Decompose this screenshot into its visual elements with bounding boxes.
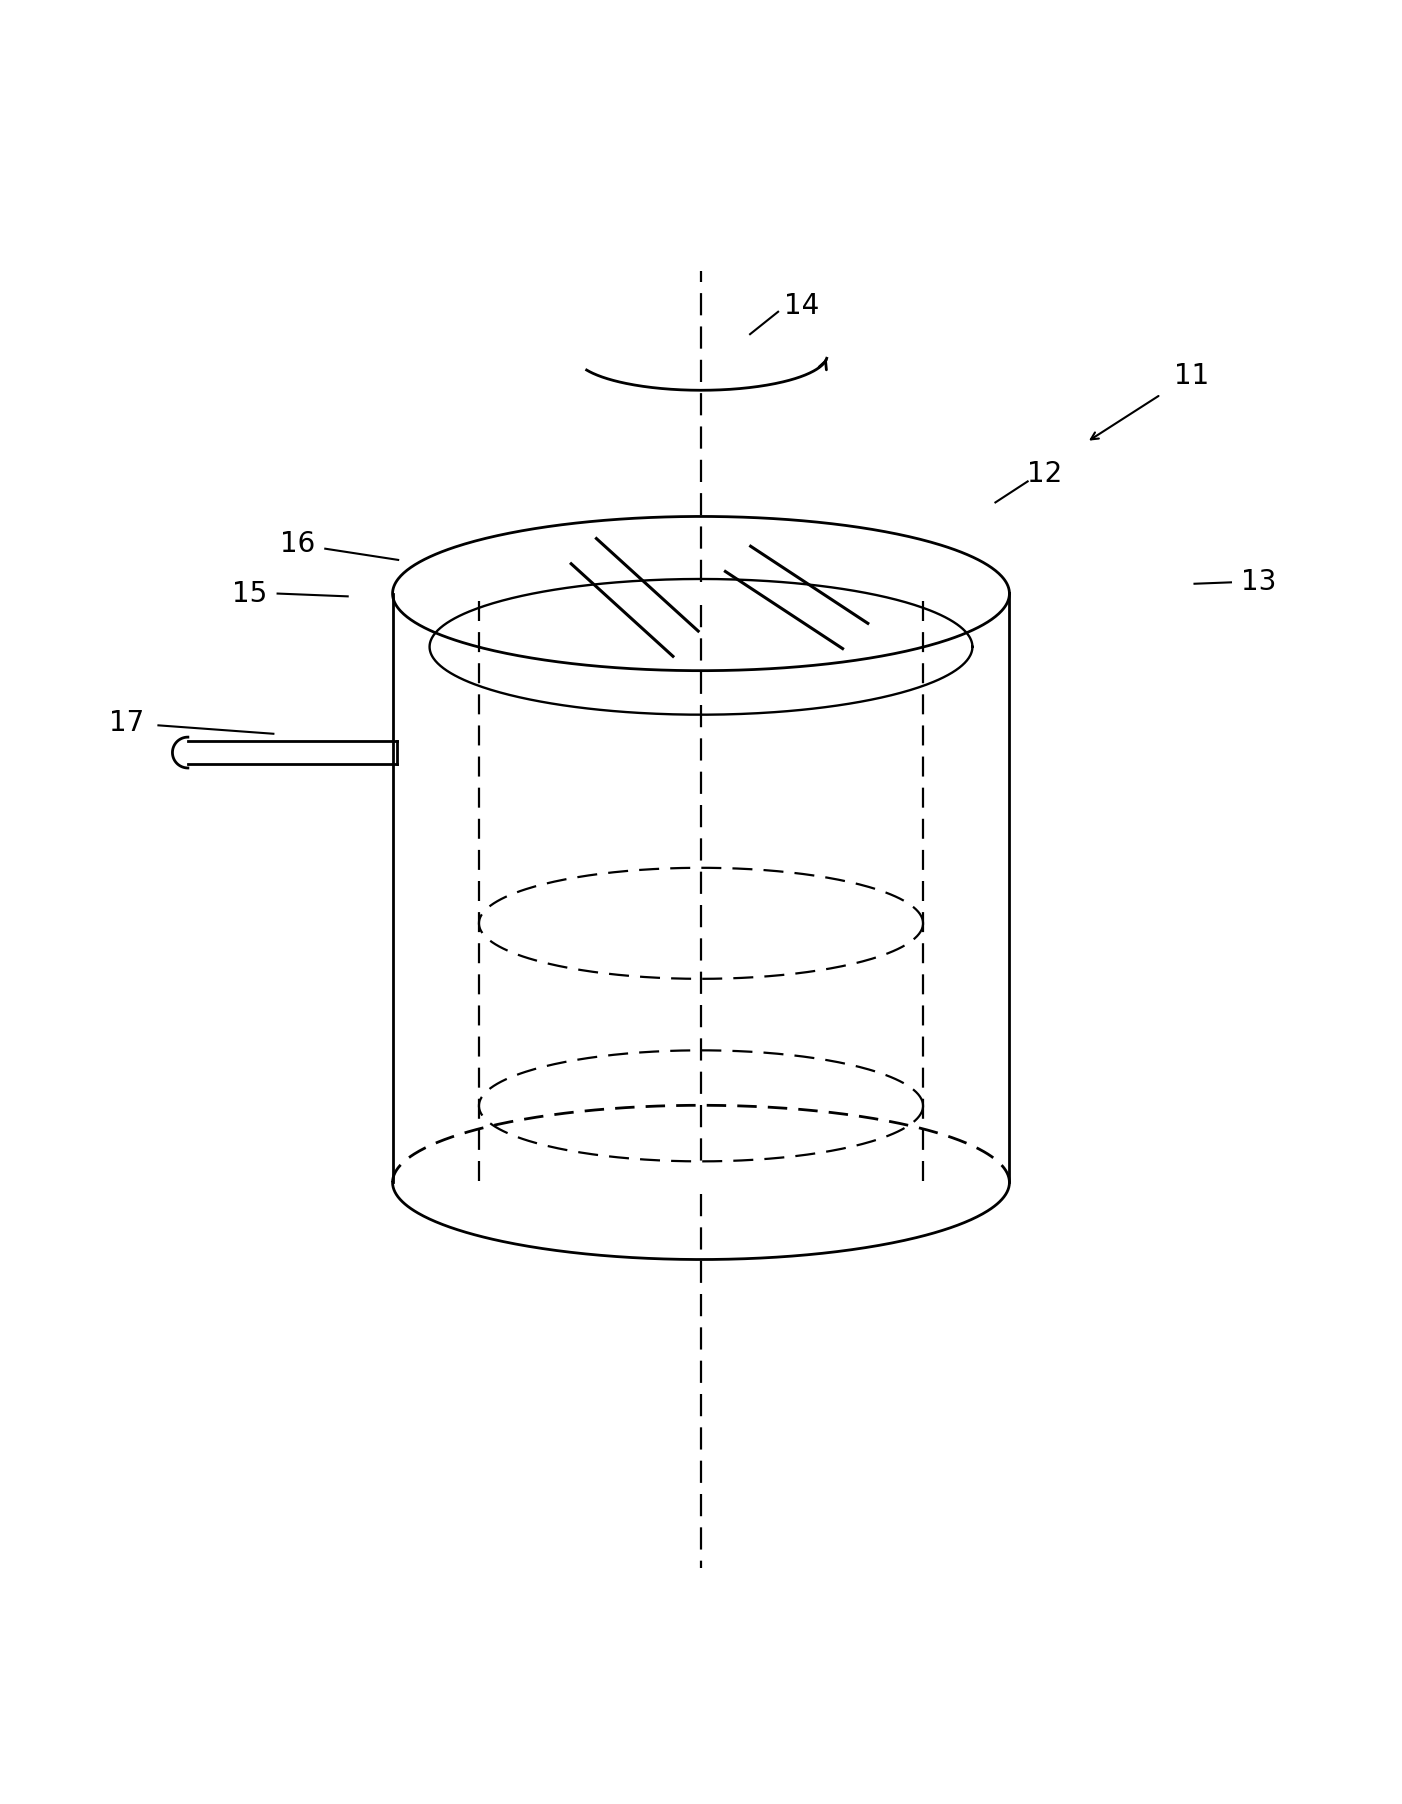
Text: 15: 15 — [231, 579, 268, 608]
Text: 14: 14 — [784, 292, 820, 319]
Text: 13: 13 — [1241, 568, 1277, 597]
Text: 16: 16 — [279, 530, 315, 559]
Text: 17: 17 — [108, 709, 144, 736]
Text: 11: 11 — [1173, 363, 1210, 390]
Text: 12: 12 — [1026, 460, 1063, 489]
